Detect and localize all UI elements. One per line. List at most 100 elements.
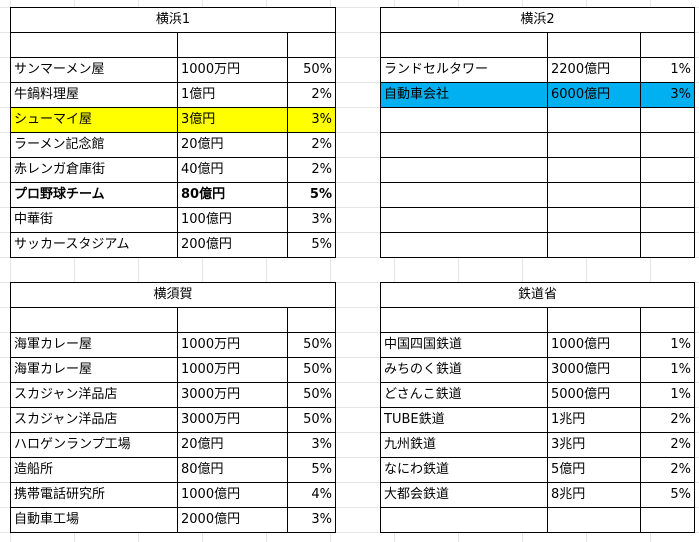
percent-cell[interactable]: 3% [640, 82, 695, 108]
percent-cell[interactable]: 3% [287, 207, 336, 233]
percent-cell[interactable] [640, 507, 695, 533]
percent-cell[interactable]: 50% [287, 57, 336, 83]
amount-cell[interactable]: 3億円 [177, 107, 288, 133]
amount-cell[interactable] [547, 507, 641, 533]
amount-cell[interactable]: 1000億円 [547, 332, 641, 358]
cell[interactable] [177, 32, 288, 58]
name-cell[interactable]: 造船所 [10, 457, 178, 483]
percent-cell[interactable]: 2% [640, 432, 695, 458]
name-cell[interactable]: スカジャン洋品店 [10, 407, 178, 433]
cell[interactable] [547, 307, 641, 333]
name-cell[interactable]: 自動車会社 [380, 82, 548, 108]
name-cell[interactable]: 自動車工場 [10, 507, 178, 533]
amount-cell[interactable]: 5億円 [547, 457, 641, 483]
name-cell[interactable]: ランドセルタワー [380, 57, 548, 83]
percent-cell[interactable]: 4% [287, 482, 336, 508]
amount-cell[interactable]: 5000億円 [547, 382, 641, 408]
amount-cell[interactable]: 20億円 [177, 432, 288, 458]
percent-cell[interactable] [640, 157, 695, 183]
amount-cell[interactable]: 20億円 [177, 132, 288, 158]
amount-cell[interactable]: 8兆円 [547, 482, 641, 508]
name-cell[interactable]: ハロゲンランプ工場 [10, 432, 178, 458]
name-cell[interactable]: スカジャン洋品店 [10, 382, 178, 408]
percent-cell[interactable]: 5% [640, 482, 695, 508]
name-cell[interactable] [380, 207, 548, 233]
amount-cell[interactable]: 1兆円 [547, 407, 641, 433]
name-cell[interactable] [380, 132, 548, 158]
name-cell[interactable]: サンマーメン屋 [10, 57, 178, 83]
cell[interactable] [10, 32, 178, 58]
amount-cell[interactable]: 1000万円 [177, 57, 288, 83]
percent-cell[interactable]: 50% [287, 407, 336, 433]
amount-cell[interactable] [547, 207, 641, 233]
cell[interactable] [640, 307, 695, 333]
cell[interactable] [287, 307, 336, 333]
table-title[interactable]: 鉄道省 [380, 282, 695, 308]
amount-cell[interactable]: 2200億円 [547, 57, 641, 83]
cell[interactable] [547, 32, 641, 58]
name-cell[interactable]: 赤レンガ倉庫街 [10, 157, 178, 183]
percent-cell[interactable]: 5% [287, 457, 336, 483]
percent-cell[interactable]: 5% [287, 182, 336, 208]
percent-cell[interactable]: 3% [287, 107, 336, 133]
amount-cell[interactable]: 40億円 [177, 157, 288, 183]
percent-cell[interactable] [640, 232, 695, 258]
percent-cell[interactable]: 50% [287, 332, 336, 358]
amount-cell[interactable]: 3000億円 [547, 357, 641, 383]
amount-cell[interactable] [547, 132, 641, 158]
amount-cell[interactable]: 3兆円 [547, 432, 641, 458]
amount-cell[interactable]: 1000億円 [177, 482, 288, 508]
name-cell[interactable]: プロ野球チーム [10, 182, 178, 208]
name-cell[interactable]: ラーメン記念館 [10, 132, 178, 158]
percent-cell[interactable]: 2% [287, 132, 336, 158]
name-cell[interactable]: サッカースタジアム [10, 232, 178, 258]
name-cell[interactable]: 海軍カレー屋 [10, 332, 178, 358]
name-cell[interactable] [380, 107, 548, 133]
amount-cell[interactable]: 2000億円 [177, 507, 288, 533]
percent-cell[interactable] [640, 132, 695, 158]
percent-cell[interactable]: 50% [287, 382, 336, 408]
name-cell[interactable]: どさんこ鉄道 [380, 382, 548, 408]
name-cell[interactable]: なにわ鉄道 [380, 457, 548, 483]
name-cell[interactable]: みちのく鉄道 [380, 357, 548, 383]
name-cell[interactable] [380, 232, 548, 258]
name-cell[interactable]: 大都会鉄道 [380, 482, 548, 508]
name-cell[interactable]: 牛鍋料理屋 [10, 82, 178, 108]
amount-cell[interactable]: 80億円 [177, 457, 288, 483]
percent-cell[interactable]: 1% [640, 382, 695, 408]
name-cell[interactable]: 中華街 [10, 207, 178, 233]
amount-cell[interactable] [547, 232, 641, 258]
cell[interactable] [287, 32, 336, 58]
percent-cell[interactable]: 5% [287, 232, 336, 258]
percent-cell[interactable]: 1% [640, 57, 695, 83]
name-cell[interactable] [380, 507, 548, 533]
percent-cell[interactable]: 2% [640, 457, 695, 483]
name-cell[interactable]: TUBE鉄道 [380, 407, 548, 433]
name-cell[interactable]: 携帯電話研究所 [10, 482, 178, 508]
amount-cell[interactable]: 6000億円 [547, 82, 641, 108]
cell[interactable] [640, 32, 695, 58]
amount-cell[interactable]: 3000万円 [177, 407, 288, 433]
name-cell[interactable] [380, 157, 548, 183]
cell[interactable] [177, 307, 288, 333]
percent-cell[interactable] [640, 207, 695, 233]
table-title[interactable]: 横浜1 [10, 7, 336, 33]
percent-cell[interactable]: 2% [287, 157, 336, 183]
name-cell[interactable]: シューマイ屋 [10, 107, 178, 133]
percent-cell[interactable]: 1% [640, 357, 695, 383]
percent-cell[interactable] [640, 182, 695, 208]
name-cell[interactable]: 海軍カレー屋 [10, 357, 178, 383]
cell[interactable] [380, 307, 548, 333]
percent-cell[interactable] [640, 107, 695, 133]
table-title[interactable]: 横浜2 [380, 7, 695, 33]
amount-cell[interactable]: 1000万円 [177, 332, 288, 358]
percent-cell[interactable]: 1% [640, 332, 695, 358]
amount-cell[interactable]: 80億円 [177, 182, 288, 208]
amount-cell[interactable]: 3000万円 [177, 382, 288, 408]
amount-cell[interactable] [547, 107, 641, 133]
amount-cell[interactable]: 100億円 [177, 207, 288, 233]
name-cell[interactable] [380, 182, 548, 208]
percent-cell[interactable]: 3% [287, 432, 336, 458]
table-title[interactable]: 横須賀 [10, 282, 336, 308]
percent-cell[interactable]: 50% [287, 357, 336, 383]
